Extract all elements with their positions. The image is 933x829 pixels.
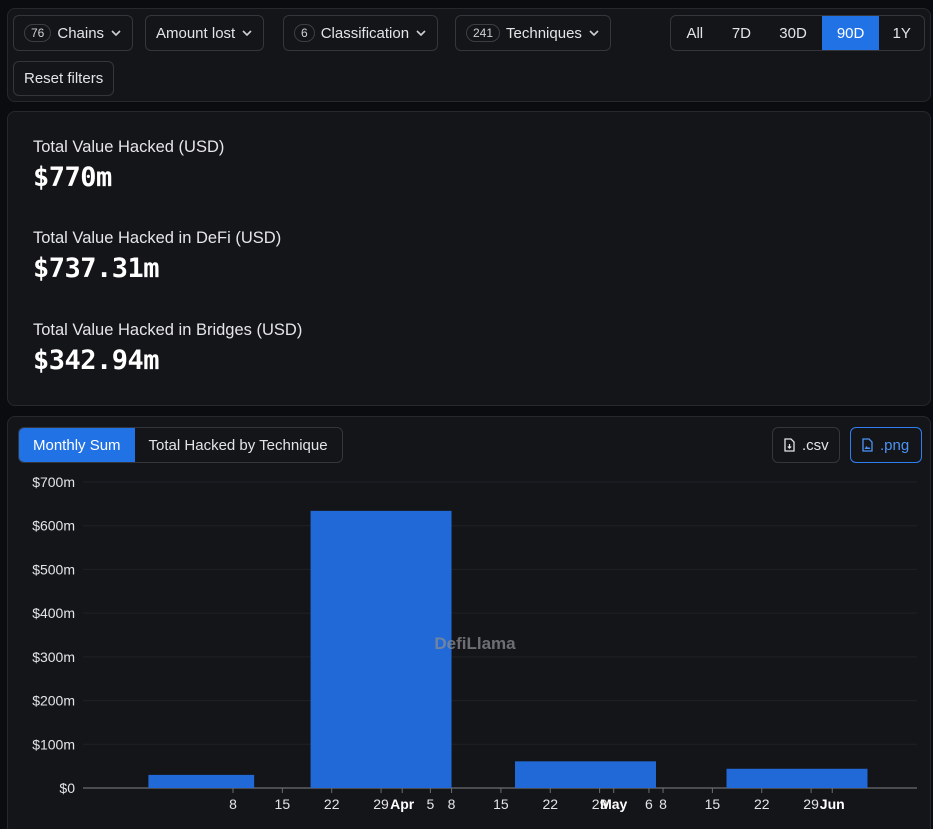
y-tick-label: $300m xyxy=(32,649,75,665)
x-tick-label: 8 xyxy=(229,796,237,812)
amount-lost-filter-button[interactable]: Amount lost xyxy=(145,15,265,51)
classification-count-badge: 6 xyxy=(294,24,315,42)
techniques-count-badge: 241 xyxy=(466,24,501,42)
x-tick-label: 29 xyxy=(803,796,819,812)
file-download-icon xyxy=(784,438,795,452)
chevron-down-icon xyxy=(111,30,121,37)
defi-hacked-value: $737.31m xyxy=(33,253,160,284)
chains-filter-button[interactable]: 76 Chains xyxy=(13,15,134,51)
x-tick-label: 22 xyxy=(542,796,558,812)
y-tick-label: $400m xyxy=(32,605,75,621)
tab-total-hacked-by-technique[interactable]: Total Hacked by Technique xyxy=(148,436,328,454)
chevron-down-icon xyxy=(589,30,599,37)
bridges-hacked-value: $342.94m xyxy=(33,345,160,376)
range-90d-button[interactable]: 90D xyxy=(821,16,880,50)
chains-filter-label: Chains xyxy=(57,24,105,42)
x-tick-label: 15 xyxy=(275,796,291,812)
x-tick-label: 15 xyxy=(493,796,509,812)
chains-count-badge: 76 xyxy=(24,24,52,42)
x-tick-label: 29 xyxy=(373,796,389,812)
techniques-filter-label: Techniques xyxy=(506,24,582,42)
x-tick-label: 22 xyxy=(754,796,770,812)
download-png-label: .png xyxy=(880,436,910,454)
x-tick-label: Jun xyxy=(820,796,845,812)
chevron-down-icon xyxy=(242,30,252,37)
watermark: DefiLlama xyxy=(434,634,516,653)
tab-monthly-sum[interactable]: Monthly Sum xyxy=(19,428,135,462)
chart-panel: $0 $100m $200m $300m $400m $500m $600m $700m 8 1… xyxy=(7,416,931,829)
x-tick-label: Apr xyxy=(390,796,415,812)
y-tick-label: $100m xyxy=(32,736,75,752)
download-csv-label: .csv xyxy=(802,436,829,454)
x-tick-label: 8 xyxy=(448,796,456,812)
x-tick-label: 6 xyxy=(645,796,653,812)
x-tick-label: 5 xyxy=(427,796,435,812)
y-tick-label: $700m xyxy=(32,474,75,490)
monthly-hacks-chart: $0 $100m $200m $300m $400m $500m $600m $700m 8 1… xyxy=(32,474,917,812)
defi-hacked-label: Total Value Hacked in DeFi (USD) xyxy=(33,229,282,247)
classification-filter-label: Classification xyxy=(320,24,410,42)
chart-tabs: Monthly Sum Total Hacked by Technique xyxy=(18,427,343,463)
x-tick-label: 15 xyxy=(705,796,721,812)
chart-bar[interactable] xyxy=(515,761,656,788)
x-tick-label: May xyxy=(600,796,627,812)
range-1y-button[interactable]: 1Y xyxy=(892,24,911,42)
techniques-filter-button[interactable]: 241 Techniques xyxy=(455,15,611,51)
x-tick-label: 8 xyxy=(659,796,667,812)
download-csv-button[interactable]: .csv xyxy=(772,427,840,463)
total-hacked-label: Total Value Hacked (USD) xyxy=(33,138,225,156)
bridges-hacked-label: Total Value Hacked in Bridges (USD) xyxy=(33,321,303,339)
y-tick-label: $600m xyxy=(32,518,75,534)
filters-panel: 76 Chains Amount lost 6 Classification 2… xyxy=(7,8,931,102)
download-png-button[interactable]: .png xyxy=(850,427,922,463)
chart-bar[interactable] xyxy=(310,510,452,788)
chart-bar[interactable] xyxy=(726,768,868,788)
amount-lost-filter-label: Amount lost xyxy=(156,24,236,42)
chart-bar[interactable] xyxy=(148,774,255,788)
reset-filters-button[interactable]: Reset filters xyxy=(13,61,115,96)
y-tick-label: $500m xyxy=(32,561,75,577)
y-tick-label: $0 xyxy=(59,780,75,796)
x-tick-label: 22 xyxy=(324,796,340,812)
total-hacked-value: $770m xyxy=(33,162,112,193)
chevron-down-icon xyxy=(416,30,426,37)
range-all-button[interactable]: All xyxy=(686,24,704,42)
x-tick-label: 29 xyxy=(592,796,608,812)
range-7d-button[interactable]: 7D xyxy=(731,24,752,42)
classification-filter-button[interactable]: 6 Classification xyxy=(283,15,439,51)
file-image-icon xyxy=(862,438,873,452)
time-range-group: All 7D 30D 90D 1Y xyxy=(670,15,925,51)
y-tick-label: $200m xyxy=(32,693,75,709)
range-30d-button[interactable]: 30D xyxy=(779,24,807,42)
stats-panel: Total Value Hacked (USD) $770m Total Val… xyxy=(7,111,931,406)
